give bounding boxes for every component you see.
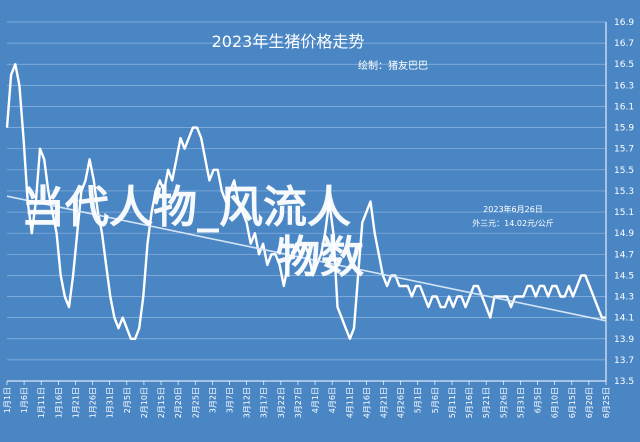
watermark-line-2: 物数 (276, 232, 364, 283)
axes: 16.9 16.7 16.5 16.3 16.1 15.9 15.7 15.5 15.3 15.1… (3, 18, 634, 418)
x-tick-label: 3月22日 (277, 387, 286, 418)
x-tick-label: 1月11日 (37, 387, 46, 418)
x-tick-label: 1月16日 (54, 387, 63, 418)
y-tick-label: 14.1 (614, 314, 634, 324)
x-tick-label: 5月16日 (465, 387, 474, 418)
y-tick-label: 13.7 (614, 356, 634, 366)
x-tick-label: 5月1日 (414, 387, 423, 413)
x-tick-label: 6月25日 (602, 387, 611, 418)
x-tick-label: 3月27日 (294, 387, 303, 418)
x-tick-label: 2月25日 (191, 387, 200, 418)
x-tick-label: 4月11日 (345, 387, 354, 418)
y-tick-label: 15.1 (614, 208, 634, 218)
y-tick-label: 15.3 (614, 187, 634, 197)
annotation-date: 2023年6月26日 (483, 204, 543, 214)
chart-subtitle: 绘制：猪友巴巴 (358, 59, 428, 72)
y-tick-label: 14.9 (614, 229, 634, 239)
x-tick-label: 4月26日 (397, 387, 406, 418)
y-tick-label: 16.9 (614, 18, 634, 28)
x-tick-label: 6月5日 (534, 387, 543, 413)
y-tick-label: 13.5 (614, 377, 634, 387)
x-tick-label: 1月21日 (71, 387, 80, 418)
x-tick-label: 5月6日 (431, 387, 440, 413)
x-tick-label: 4月21日 (380, 387, 389, 418)
x-tick-label: 4月6日 (328, 387, 337, 413)
x-tick-label: 1月26日 (89, 387, 98, 418)
x-tick-label: 5月26日 (499, 387, 508, 418)
x-tick-label: 1月31日 (106, 387, 115, 418)
y-tick-label: 14.5 (614, 271, 634, 281)
trend-line (6, 195, 607, 322)
x-tick-label: 2月15日 (157, 387, 166, 418)
y-tick-label: 15.5 (614, 166, 634, 176)
y-tick-label: 15.9 (614, 124, 634, 134)
y-tick-label: 16.7 (614, 39, 634, 49)
x-tick-label: 1月6日 (20, 387, 29, 413)
x-tick-label: 6月15日 (568, 387, 577, 418)
chart-title: 2023年生猪价格走势 (212, 32, 365, 51)
annotation-price: 外三元：14.02元/公斤 (472, 218, 554, 228)
x-tick-label: 3月2日 (208, 387, 217, 413)
y-tick-label: 14.3 (614, 293, 634, 303)
x-tick-label: 6月20日 (585, 387, 594, 418)
y-tick-label: 16.5 (614, 60, 634, 70)
x-tick-label: 5月21日 (482, 387, 491, 418)
x-tick-label: 3月7日 (225, 387, 234, 413)
watermark-line-1: 当代人物_风流人 (21, 182, 351, 233)
x-tick-label: 2月5日 (123, 387, 132, 413)
series-area (5, 62, 607, 340)
x-tick-label: 6月10日 (551, 387, 560, 418)
x-tick-label: 5月11日 (448, 387, 457, 418)
y-tick-label: 16.1 (614, 102, 634, 112)
x-tick-label: 5月31日 (516, 387, 525, 418)
y-tick-label: 13.9 (614, 335, 634, 345)
x-tick-label: 3月17日 (260, 387, 269, 418)
x-tick-label: 2月20日 (174, 387, 183, 418)
y-tick-label: 16.3 (614, 81, 634, 91)
x-tick-label: 3月12日 (243, 387, 252, 418)
x-tick-label: 2月10日 (140, 387, 149, 418)
y-tick-label: 15.7 (614, 145, 634, 155)
price-series-line (5, 62, 606, 340)
x-tick-label: 1月1日 (3, 387, 12, 413)
x-tick-label: 4月16日 (362, 387, 371, 418)
y-tick-label: 14.7 (614, 250, 634, 260)
x-tick-label: 4月1日 (311, 387, 320, 413)
